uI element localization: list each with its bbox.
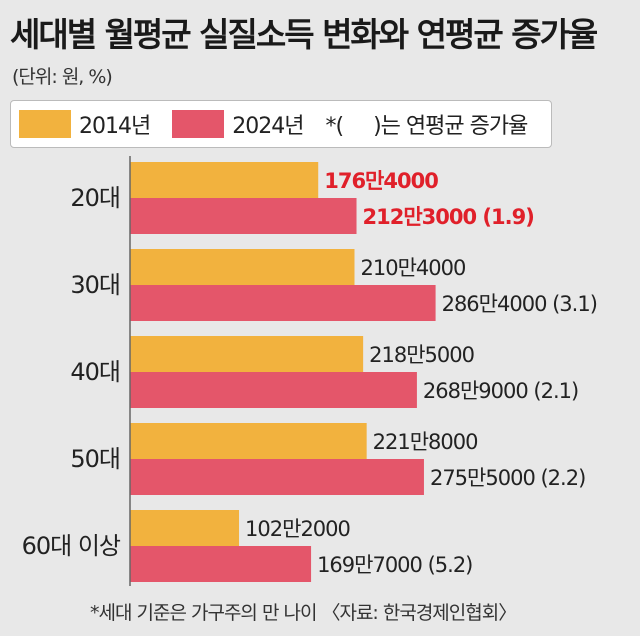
bar-2024년 [130,459,424,495]
data-label: 102만2000 [245,517,350,541]
bar-2024년 [130,372,417,408]
legend-swatch-2014 [19,110,71,138]
legend-note: *( )는 연평균 증가율 [325,108,528,140]
data-label: 218만5000 [369,343,474,367]
category-label: 60대 이상 [22,532,121,560]
data-label: 221만8000 [373,430,478,454]
data-label: 169만7000 (5.2) [317,553,472,577]
category-label: 20대 [70,184,120,212]
category-label: 40대 [70,358,120,386]
legend-swatch-2024 [172,110,225,138]
bar-2024년 [130,546,312,582]
bar-2014년 [130,510,240,546]
legend-note-suffix: )는 연평균 증가율 [373,114,528,139]
data-label: 286만4000 (3.1) [442,292,597,316]
data-label: 212만3000 (1.9) [363,205,534,229]
bar-2024년 [130,198,357,234]
legend-label-2024: 2024년 [232,114,304,139]
legend-note-prefix: *( [325,114,344,139]
unit-label: (단위: 원, %) [12,66,113,88]
legend: 2014년 2024년 *( )는 연평균 증가율 [10,100,552,148]
bar-2014년 [130,423,367,459]
data-label: 275만5000 (2.2) [430,466,585,490]
bar-2014년 [130,249,355,285]
chart-title: 세대별 월평균 실질소득 변화와 연평균 증가율 [10,15,598,54]
source-footnote: *세대 기준은 가구주의 만 나이 〈자료: 한국경제인협회〉 [90,602,517,624]
bar-2014년 [130,336,364,372]
legend-label-2014: 2014년 [79,114,151,139]
data-label: 268만9000 (2.1) [423,379,578,403]
data-label: 176만4000 [324,169,438,193]
data-label: 210만4000 [360,256,465,280]
bar-2014년 [130,162,319,198]
category-label: 50대 [70,445,120,473]
bar-2024년 [130,285,436,321]
category-label: 30대 [70,271,120,299]
